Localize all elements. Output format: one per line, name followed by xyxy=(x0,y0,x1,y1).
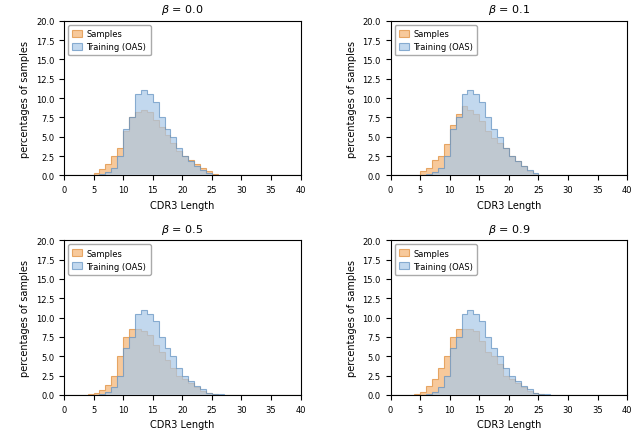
Legend: Samples, Training (OAS): Samples, Training (OAS) xyxy=(395,26,477,56)
Y-axis label: percentages of samples: percentages of samples xyxy=(347,260,356,376)
X-axis label: CDR3 Length: CDR3 Length xyxy=(150,200,214,210)
Legend: Samples, Training (OAS): Samples, Training (OAS) xyxy=(68,245,150,275)
Y-axis label: percentages of samples: percentages of samples xyxy=(20,260,30,376)
X-axis label: CDR3 Length: CDR3 Length xyxy=(477,419,541,429)
Title: $\beta$ = 0.1: $\beta$ = 0.1 xyxy=(488,3,530,17)
Legend: Samples, Training (OAS): Samples, Training (OAS) xyxy=(395,245,477,275)
Title: $\beta$ = 0.9: $\beta$ = 0.9 xyxy=(488,222,530,237)
Title: $\beta$ = 0.5: $\beta$ = 0.5 xyxy=(161,222,204,237)
X-axis label: CDR3 Length: CDR3 Length xyxy=(477,200,541,210)
Legend: Samples, Training (OAS): Samples, Training (OAS) xyxy=(68,26,150,56)
Y-axis label: percentages of samples: percentages of samples xyxy=(347,40,356,157)
Y-axis label: percentages of samples: percentages of samples xyxy=(20,40,30,157)
X-axis label: CDR3 Length: CDR3 Length xyxy=(150,419,214,429)
Title: $\beta$ = 0.0: $\beta$ = 0.0 xyxy=(161,3,204,17)
